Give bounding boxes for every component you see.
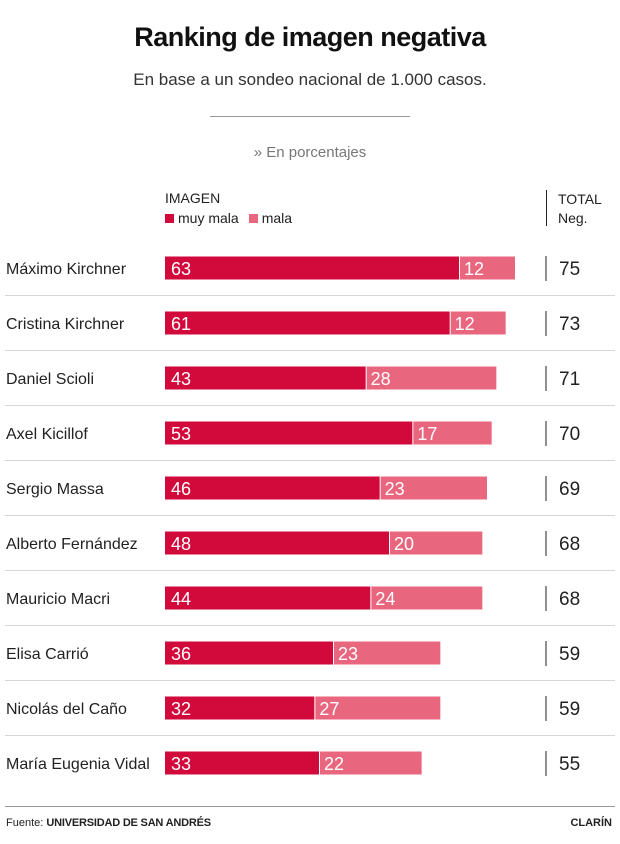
footer-divider [5,806,615,807]
source-label: Fuente: [6,817,44,829]
data-label-mala: 20 [394,534,414,554]
data-label-mala: 22 [324,754,344,774]
source-name: UNIVERSIDAD DE SAN ANDRÉS [46,817,211,829]
total-column-marker [546,190,547,226]
category-label: Cristina Kirchner [6,316,125,333]
total-header-line1: TOTAL [558,191,602,207]
category-label: Elisa Carrió [6,646,89,663]
data-label-muy-mala: 63 [171,259,191,279]
data-label-mala: 27 [319,699,339,719]
bar-mala [390,531,483,555]
category-label: Daniel Scioli [6,371,94,388]
source-credit: Fuente: UNIVERSIDAD DE SAN ANDRÉS [6,817,211,829]
data-label-mala: 28 [371,369,391,389]
category-label: Alberto Fernández [6,536,138,553]
bar-mala [371,586,483,610]
data-label-muy-mala: 44 [171,589,191,609]
data-label-muy-mala: 48 [171,534,191,554]
bar-mala [320,751,422,775]
data-label-mala: 23 [385,479,405,499]
bar-muy-mala [165,751,319,775]
bar-mala [460,256,515,280]
category-label: Axel Kicillof [6,426,88,443]
legend: muy mala mala [165,210,302,226]
bar-mala [413,421,492,445]
category-label: Máximo Kirchner [6,261,127,278]
total-value: 59 [559,699,580,720]
bar-mala [380,476,487,500]
data-label-muy-mala: 53 [171,424,191,444]
legend-item-muy-mala: muy mala [165,210,239,226]
legend-label-mala: mala [261,210,293,226]
category-label: Mauricio Macri [6,591,110,608]
total-value: 68 [559,589,580,610]
data-label-mala: 12 [455,314,475,334]
bar-mala [450,311,506,335]
units-note: » En porcentajes [253,144,367,161]
total-value: 69 [559,479,580,500]
data-label-muy-mala: 36 [171,644,191,664]
brand-credit: CLARÍN [570,817,612,829]
legend-swatch-muy-mala [165,213,174,223]
data-label-muy-mala: 61 [171,314,191,334]
legend-item-mala: mala [248,210,293,226]
data-label-mala: 23 [338,644,358,664]
chart-subtitle: En base a un sondeo nacional de 1.000 ca… [133,70,487,89]
column-header-total: TOTAL Neg. [558,190,602,228]
data-label-mala: 17 [417,424,437,444]
total-value: 55 [559,754,580,775]
total-value: 68 [559,534,580,555]
category-label: Nicolás del Caño [6,701,127,718]
total-value: 70 [559,424,580,445]
column-header-imagen: IMAGEN [165,190,221,206]
bar-muy-mala [165,531,389,555]
stacked-bar-chart: Máximo Kirchner 63 12 75 Cristina Kirchner 61… [5,256,615,776]
data-label-muy-mala: 43 [171,369,191,389]
total-value: 75 [559,259,580,280]
data-label-muy-mala: 46 [171,479,191,499]
bar-mala [366,366,497,390]
data-label-muy-mala: 33 [171,754,191,774]
bar-muy-mala [165,641,333,665]
bar-mala [315,696,441,720]
total-header-line2: Neg. [558,210,588,226]
data-label-mala: 12 [464,259,484,279]
bar-muy-mala [165,586,371,610]
chart-title: Ranking de imagen negativa [134,22,486,52]
category-label: María Eugenia Vidal [6,756,150,773]
bar-muy-mala [165,311,450,335]
legend-label-muy-mala: muy mala [178,210,239,226]
header-divider [210,116,410,117]
bar-muy-mala [165,696,315,720]
category-label: Sergio Massa [6,481,104,498]
bar-muy-mala [165,366,366,390]
bar-mala [334,641,441,665]
data-label-muy-mala: 32 [171,699,191,719]
total-value: 71 [559,369,580,390]
bar-muy-mala [165,476,380,500]
bar-muy-mala [165,256,459,280]
legend-swatch-mala [248,213,258,223]
total-value: 73 [559,314,580,335]
data-label-mala: 24 [375,589,395,609]
total-value: 59 [559,644,580,665]
bar-muy-mala [165,421,413,445]
